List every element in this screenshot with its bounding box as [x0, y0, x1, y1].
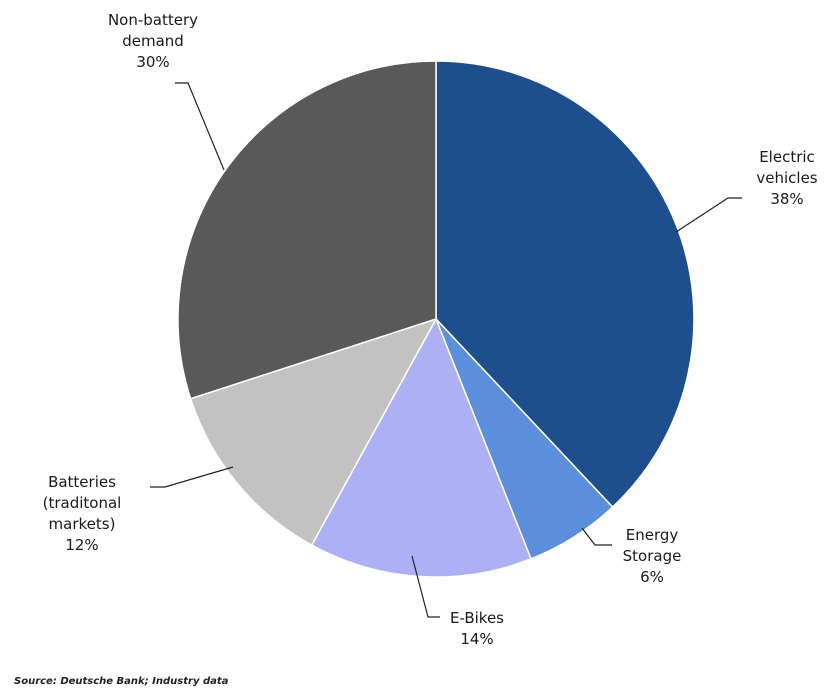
slice-label-line: 6%: [640, 568, 664, 586]
slice-label-line: Electric: [759, 148, 815, 166]
slice-label-line: 12%: [65, 536, 98, 554]
slice-label-line: 38%: [770, 190, 803, 208]
slice-labels: Electric vehicles 38% Energy Storage 6% E-Bike…: [43, 11, 818, 648]
leader-line-non-battery-demand: [175, 82, 225, 171]
pie-slices: [177, 60, 695, 578]
pie-slice-electric-vehicles: [435, 60, 695, 509]
leader-line-e-bikes: [411, 555, 440, 618]
slice-label-batteries-traditional: Batteries (traditonal markets) 12%: [43, 473, 122, 554]
leader-lines: [150, 82, 742, 618]
slice-label-line: (traditonal: [43, 494, 122, 512]
slice-label-line: 14%: [460, 630, 493, 648]
pie-slice-e-bikes: [310, 317, 532, 578]
slice-label-non-battery-demand: Non-battery demand 30%: [108, 11, 198, 71]
slice-label-line: Batteries: [48, 473, 116, 491]
slice-label-line: markets): [49, 515, 116, 533]
pie-slice-non-battery-demand: [177, 60, 437, 400]
slice-label-line: Energy: [626, 526, 679, 544]
slice-label-line: E-Bikes: [450, 609, 504, 627]
slice-label-line: demand: [122, 32, 184, 50]
slice-label-e-bikes: E-Bikes 14%: [450, 609, 504, 648]
slice-label-line: 30%: [136, 53, 169, 71]
leader-line-batteries-traditional: [150, 466, 234, 488]
slice-label-electric-vehicles: Electric vehicles 38%: [756, 148, 817, 208]
leader-line-electric-vehicles: [675, 197, 742, 233]
slice-label-line: Non-battery: [108, 11, 198, 29]
slice-label-line: Storage: [623, 547, 682, 565]
leader-line-energy-storage: [581, 527, 612, 546]
slice-label-energy-storage: Energy Storage 6%: [623, 526, 682, 586]
source-note: Source: Deutsche Bank; Industry data: [14, 676, 229, 687]
slice-label-line: vehicles: [756, 169, 817, 187]
pie-slice-batteries-traditional: [189, 317, 438, 547]
